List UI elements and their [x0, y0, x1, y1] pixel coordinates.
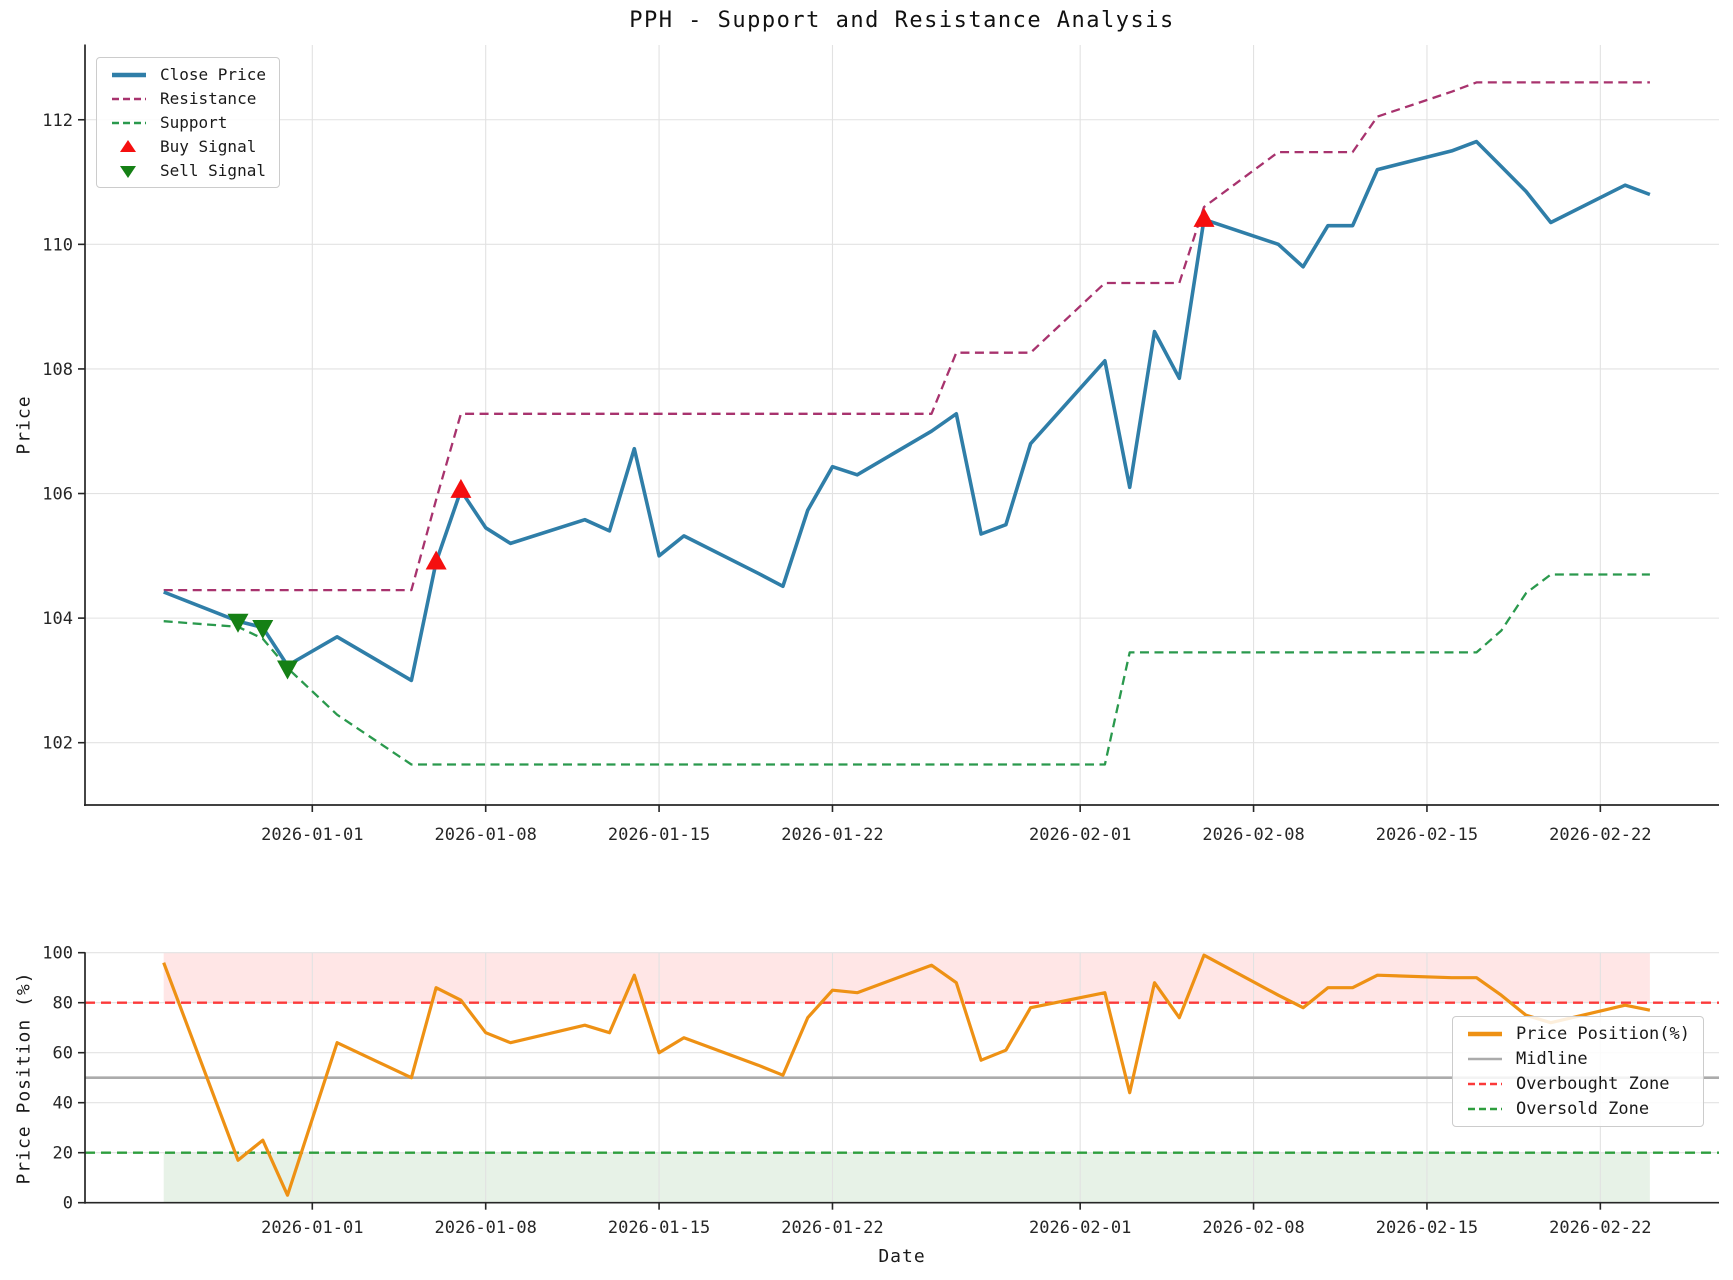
y-tick-label: 108	[42, 360, 73, 380]
position-legend: Price Position(%) Midline Overbought Zone O…	[1452, 1016, 1704, 1127]
price-axis-label: Price	[13, 395, 35, 455]
y-tick-label: 104	[42, 609, 73, 629]
legend-label: Close Price	[160, 65, 266, 84]
x-tick-label: 2026-02-01	[1029, 825, 1131, 845]
date-axis-label: Date	[878, 1246, 926, 1267]
line-thin-legend-glyph	[1468, 1057, 1502, 1061]
support-line	[163, 573, 1650, 766]
legend-item: Overbought Zone	[1466, 1074, 1690, 1094]
tri-up-legend-glyph	[120, 139, 136, 152]
y-tick-label: 110	[42, 235, 73, 255]
tri-down-legend-glyph	[120, 165, 136, 178]
legend-label: Price Position(%)	[1516, 1024, 1690, 1044]
dash-legend-glyph	[112, 97, 146, 100]
sell-signal-marker	[277, 660, 299, 680]
legend-item: Support	[110, 113, 266, 132]
overbought-zone	[163, 952, 1650, 1003]
legend-label: Midline	[1516, 1049, 1588, 1069]
buy-signal-marker	[1193, 207, 1215, 227]
legend-item: Midline	[1466, 1049, 1690, 1069]
x-tick-label: 2026-01-15	[608, 1218, 710, 1238]
x-tick-label: 2026-02-15	[1376, 825, 1478, 845]
line-legend-glyph	[1468, 1031, 1502, 1037]
y-tick-label: 100	[42, 944, 73, 964]
y-tick-label: 20	[53, 1144, 73, 1164]
x-tick-label: 2026-01-01	[261, 1218, 363, 1238]
legend-label: Sell Signal	[160, 161, 266, 180]
dash-legend-glyph	[1468, 1082, 1502, 1086]
y-tick-label: 112	[42, 111, 73, 131]
line-legend-glyph	[112, 72, 146, 77]
close-price-line	[163, 139, 1651, 683]
x-tick-label: 2026-02-01	[1029, 1218, 1131, 1238]
x-tick-label: 2026-01-22	[781, 1218, 883, 1238]
x-tick-label: 2026-02-08	[1202, 825, 1304, 845]
chart-title: PPH - Support and Resistance Analysis	[629, 8, 1175, 33]
legend-label: Overbought Zone	[1516, 1074, 1670, 1094]
legend-item: Oversold Zone	[1466, 1099, 1690, 1119]
y-tick-label: 106	[42, 485, 73, 505]
legend-label: Buy Signal	[160, 137, 257, 156]
x-tick-label: 2026-02-15	[1376, 1218, 1478, 1238]
dash-legend-glyph	[1468, 1107, 1502, 1111]
y-tick-label: 102	[42, 734, 73, 754]
legend-item: Price Position(%)	[1466, 1024, 1690, 1044]
y-tick-label: 0	[63, 1194, 73, 1214]
price-legend: Close Price Resistance Support Buy Signal Se…	[96, 57, 280, 188]
x-tick-label: 2026-01-01	[261, 825, 363, 845]
x-tick-label: 2026-02-22	[1549, 1218, 1651, 1238]
legend-label: Support	[160, 113, 228, 132]
buy-signal-marker	[425, 550, 447, 570]
y-tick-label: 60	[53, 1044, 73, 1064]
legend-item: Sell Signal	[110, 161, 266, 180]
legend-item: Close Price	[110, 65, 266, 84]
x-tick-label: 2026-01-22	[781, 825, 883, 845]
oversold-zone	[163, 1152, 1650, 1203]
legend-label: Oversold Zone	[1516, 1099, 1650, 1119]
y-tick-label: 40	[53, 1094, 73, 1114]
x-tick-label: 2026-02-22	[1549, 825, 1651, 845]
dash-legend-glyph	[112, 121, 146, 124]
legend-label: Resistance	[160, 89, 257, 108]
x-tick-label: 2026-01-15	[608, 825, 710, 845]
price-position-axis-label: Price Position (%)	[13, 971, 35, 1185]
x-tick-label: 2026-01-08	[435, 1218, 537, 1238]
x-tick-label: 2026-01-08	[435, 825, 537, 845]
x-tick-label: 2026-02-08	[1202, 1218, 1304, 1238]
sell-signal-marker	[252, 619, 274, 639]
legend-item: Buy Signal	[110, 137, 266, 156]
y-tick-label: 80	[53, 994, 73, 1014]
buy-signal-marker	[450, 478, 472, 498]
sell-signal-marker	[227, 613, 249, 633]
legend-item: Resistance	[110, 89, 266, 108]
price-position--line	[162, 953, 1651, 1197]
resistance-line	[163, 81, 1650, 592]
